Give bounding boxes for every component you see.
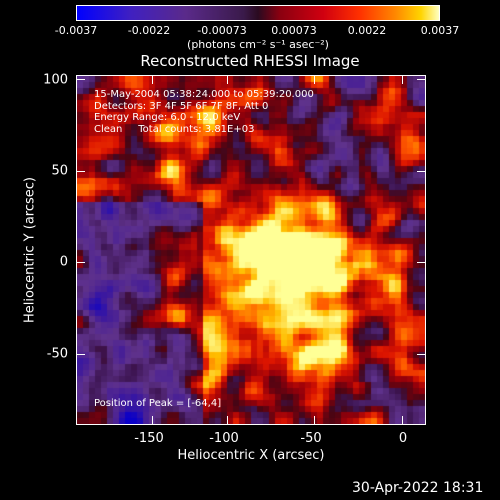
x-tick-label: -150: [134, 431, 164, 446]
image-plot-area: [76, 75, 426, 425]
info-counts: Clean Total counts: 3.81E+03: [94, 123, 255, 135]
y-axis-label: Heliocentric Y (arcsec): [22, 177, 38, 323]
x-tick-label: -50: [300, 431, 322, 446]
colorbar: [76, 5, 440, 21]
colorbar-tick: -0.00073: [197, 24, 247, 37]
x-axis-label: Heliocentric X (arcsec): [177, 448, 325, 463]
y-tick-label: -50: [46, 346, 68, 362]
x-tick-label: 0: [398, 431, 408, 446]
info-detectors: Detectors: 3F 4F 5F 6F 7F 8F, Att 0: [94, 100, 269, 112]
info-time-range: 15-May-2004 05:38:24.000 to 05:39:20.000: [94, 89, 314, 100]
plot-title: Reconstructed RHESSI Image: [140, 52, 360, 70]
colorbar-tick: 0.0037: [420, 24, 460, 37]
observation-info: 15-May-2004 05:38:24.000 to 05:39:20.000…: [94, 89, 314, 135]
y-tick-label: 50: [51, 163, 68, 179]
date-stamp: 30-Apr-2022 18:31: [352, 480, 484, 496]
colorbar-tick: -0.0022: [127, 24, 171, 37]
colorbar-tick: 0.00073: [271, 24, 317, 37]
x-tick-label: -100: [209, 431, 239, 446]
rhessi-image: [77, 76, 425, 424]
colorbar-unit-label: (photons cm⁻² s⁻¹ asec⁻²): [187, 38, 329, 51]
info-energy-range: Energy Range: 6.0 - 12.0 keV: [94, 112, 241, 123]
peak-position-label: Position of Peak = [-64,4]: [94, 398, 222, 409]
colorbar-tick: 0.0022: [347, 24, 387, 37]
y-tick-label: 0: [59, 254, 68, 270]
y-tick-label: 100: [43, 72, 68, 88]
colorbar-tick: -0.0037: [54, 24, 98, 37]
